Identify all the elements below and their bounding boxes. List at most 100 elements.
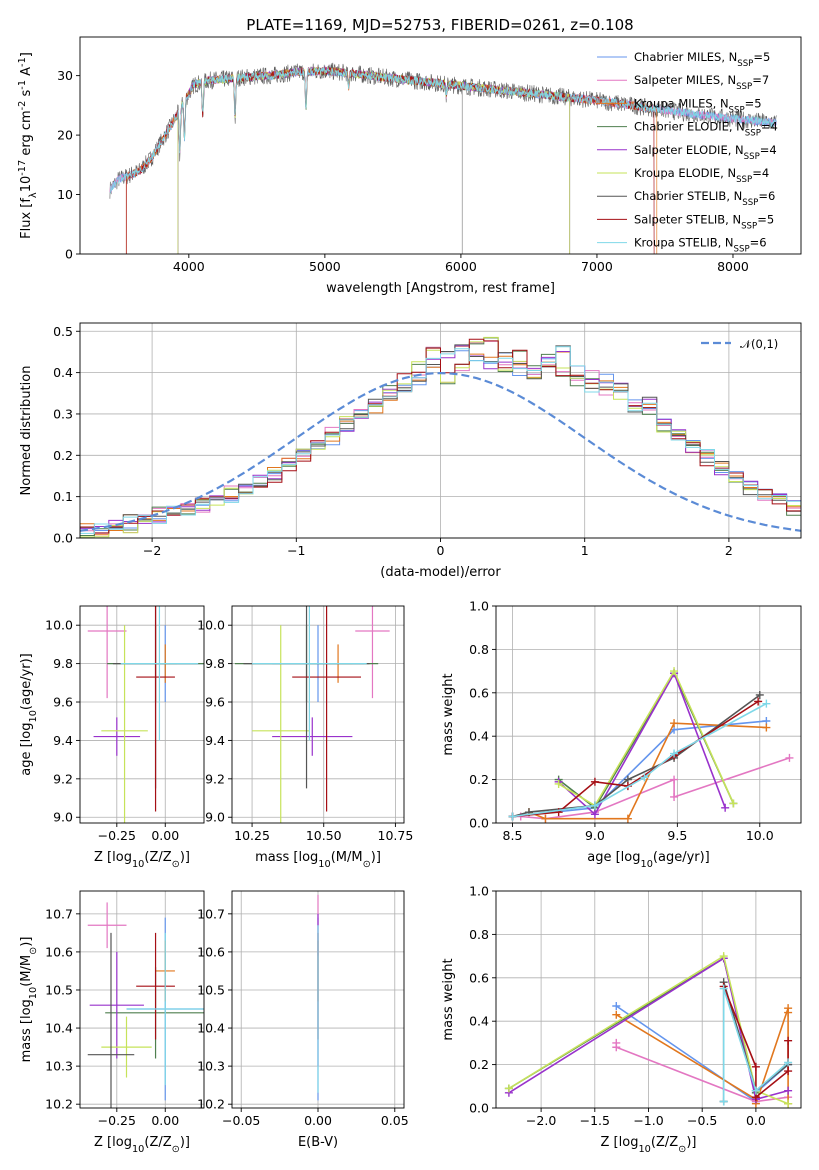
weight-marker xyxy=(612,1010,621,1019)
x-tick-label: 8.5 xyxy=(503,828,523,843)
weight-marker xyxy=(670,792,679,801)
y-tick-label: 9.6 xyxy=(53,695,73,710)
y-tick-label: 20 xyxy=(57,128,73,143)
y-tick-label: 0.8 xyxy=(469,927,489,942)
y-tick-label: 10.0 xyxy=(197,618,225,633)
errorbar-kroupa-elodie xyxy=(101,625,148,823)
y-axis-label: Normed distribution xyxy=(19,366,34,496)
weight-marker xyxy=(729,799,738,808)
weight-marker xyxy=(751,1086,760,1095)
x-tick-label: 0.05 xyxy=(381,1113,409,1128)
y-tick-label: 9.2 xyxy=(53,771,73,786)
weight-marker xyxy=(612,1002,621,1011)
x-axis-label: mass [log10(M/M⊙)] xyxy=(255,850,381,870)
y-tick-label: 0.4 xyxy=(469,1014,489,1029)
y-tick-label: 10.6 xyxy=(197,944,225,959)
x-tick-label: 0.0 xyxy=(746,1113,766,1128)
errorbar-salpeter-miles xyxy=(87,606,127,699)
y-tick-label: 0.6 xyxy=(469,685,489,700)
weight-marker xyxy=(508,812,517,821)
axes-spectrum: 4000 5000 6000 7000 8000 0 10 20 30 wavelength [A… xyxy=(17,36,802,296)
weight-marker xyxy=(784,1086,793,1095)
axes-mass-weight-vs-Z: −2.0 −1.5 −1.0 −0.5 0.0 0.0 0.2 0.4 0.6 0.8 1.0 Z [… xyxy=(441,884,802,1155)
x-tick-label: −2 xyxy=(143,543,161,558)
x-tick-label: 10.50 xyxy=(306,828,342,843)
legend-label: Chabrier MILES, NSSP=5 xyxy=(634,50,770,69)
y-tick-label: 9.0 xyxy=(53,810,73,825)
x-tick-label: −1 xyxy=(287,543,305,558)
x-tick-label: 9.0 xyxy=(585,828,605,843)
plot-area-age-vs-mass xyxy=(234,606,390,823)
x-tick-label: 4000 xyxy=(173,259,205,274)
legend-label: Chabrier STELIB, NSSP=6 xyxy=(634,189,775,208)
x-axis-label: age [log10(age/yr)] xyxy=(587,850,710,870)
axes-frame xyxy=(79,36,802,255)
y-tick-label: 10 xyxy=(57,187,73,202)
x-axis-label: Z [log10(Z/Z⊙)] xyxy=(601,1135,697,1155)
weight-series-kroupa-stelib xyxy=(508,699,771,821)
y-tick-label: 0.3 xyxy=(53,406,73,421)
x-tick-label: 10.25 xyxy=(234,828,270,843)
spectrum-legend: Chabrier MILES, NSSP=5 Salpeter MILES, NS… xyxy=(597,50,778,255)
y-axis-label: mass [log10(M/M⊙)] xyxy=(19,937,39,1063)
axes-frame xyxy=(495,605,802,824)
y-tick-label: 10.3 xyxy=(197,1059,225,1074)
weight-marker xyxy=(762,723,771,732)
weight-marker xyxy=(504,1084,513,1093)
weight-marker xyxy=(719,984,728,993)
errorbar-salpeter-elodie xyxy=(89,951,144,1059)
weight-marker xyxy=(784,1008,793,1017)
weight-marker xyxy=(719,952,728,961)
weight-marker xyxy=(541,814,550,823)
y-axis-label: Flux [fλ10-17 erg cm-2 s-1 A-1] xyxy=(17,52,39,239)
y-tick-label: 9.4 xyxy=(205,733,225,748)
x-tick-label: 10.0 xyxy=(746,828,774,843)
plot-area-spectrum xyxy=(109,62,777,254)
page-title: PLATE=1169, MJD=52753, FIBERID=0261, z=0… xyxy=(246,16,633,34)
y-tick-label: 0.4 xyxy=(469,729,489,744)
weight-marker xyxy=(784,1036,793,1045)
y-tick-label: 0.6 xyxy=(469,970,489,985)
weight-series-kroupa-stelib xyxy=(719,984,793,1106)
y-tick-label: 30 xyxy=(57,68,73,83)
x-tick-label: 0.00 xyxy=(151,828,179,843)
y-tick-label: 0.5 xyxy=(53,324,73,339)
spectrum-line-kroupa-stelib xyxy=(109,67,777,194)
weight-marker xyxy=(751,1062,760,1071)
x-tick-label: −0.5 xyxy=(687,1113,717,1128)
x-tick-label: 0 xyxy=(437,543,445,558)
y-tick-label: 10.0 xyxy=(45,618,73,633)
y-tick-label: 10.7 xyxy=(197,906,225,921)
y-tick-label: 10.2 xyxy=(45,1097,73,1112)
axes-mass-vs-EBV: −0.05 0.00 0.05 10.2 10.3 10.4 10.5 10.6 10.7 E(B… xyxy=(197,890,409,1150)
errorbar-kroupa-stelib xyxy=(252,606,367,741)
plot-area-mass-weight-vs-age xyxy=(508,667,794,823)
x-tick-label: 10.75 xyxy=(378,828,414,843)
legend-label: Salpeter MILES, NSSP=7 xyxy=(634,73,769,92)
y-tick-label: 0.8 xyxy=(469,642,489,657)
y-tick-label: 10.4 xyxy=(45,1021,73,1036)
y-tick-label: 10.3 xyxy=(45,1059,73,1074)
gaussian-reference-curve xyxy=(80,371,801,532)
x-tick-label: 5000 xyxy=(309,259,341,274)
y-tick-label: 10.5 xyxy=(45,982,73,997)
y-tick-label: 10.2 xyxy=(197,1097,225,1112)
legend-label: Kroupa ELODIE, NSSP=4 xyxy=(634,166,769,185)
x-tick-label: −0.05 xyxy=(222,1113,260,1128)
weight-marker xyxy=(754,697,763,706)
axes-mass-weight-vs-age: 8.5 9.0 9.5 10.0 0.0 0.2 0.4 0.6 0.8 1.0 age [log1… xyxy=(441,599,802,870)
plot-area-mass-weight-vs-Z xyxy=(504,952,793,1108)
x-tick-label: −0.25 xyxy=(98,828,136,843)
weight-marker xyxy=(623,814,632,823)
y-tick-label: 0.0 xyxy=(469,1101,489,1116)
weight-marker xyxy=(762,699,771,708)
legend-label: Salpeter ELODIE, NSSP=4 xyxy=(634,143,777,162)
x-tick-label: 7000 xyxy=(581,259,613,274)
y-tick-label: 9.8 xyxy=(205,656,225,671)
y-tick-label: 0.1 xyxy=(53,489,73,504)
errorbar-salpeter-elodie xyxy=(272,717,353,756)
y-tick-label: 1.0 xyxy=(469,599,489,614)
errorbar-salpeter-stelib xyxy=(292,606,361,812)
y-axis-label: mass weight xyxy=(441,673,456,755)
